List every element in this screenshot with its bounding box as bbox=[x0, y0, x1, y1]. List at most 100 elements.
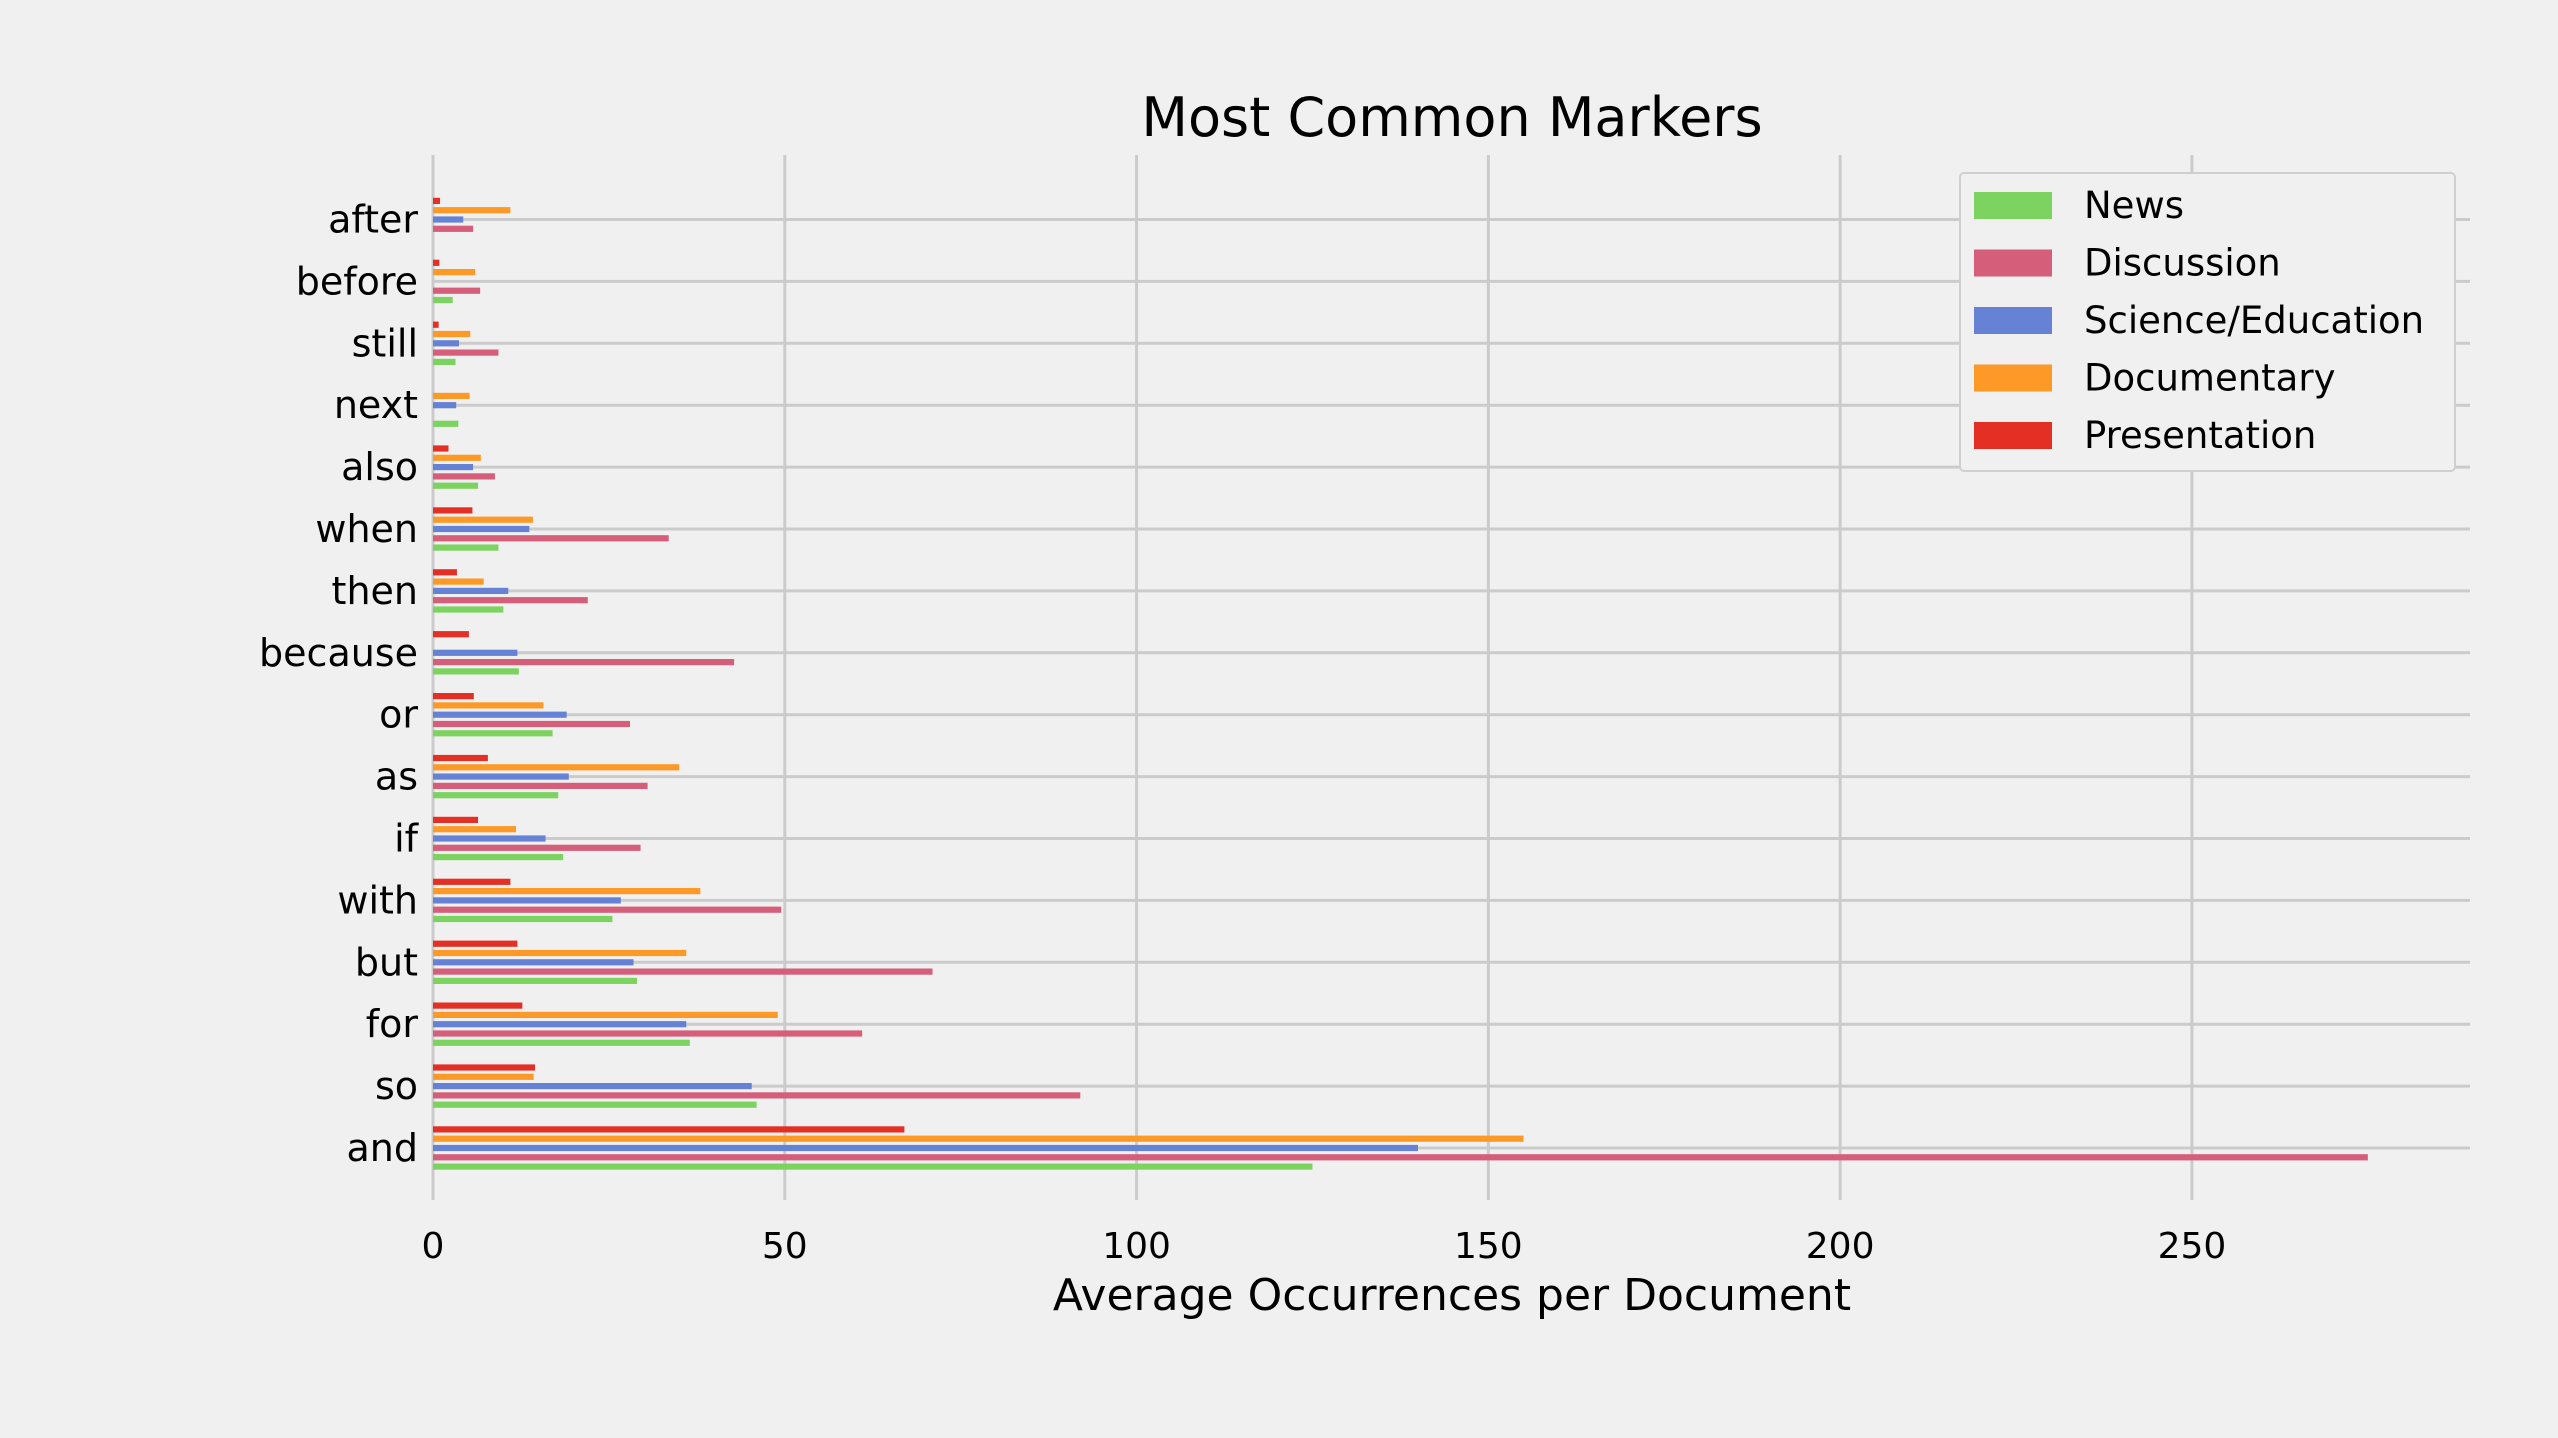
bar-news-if bbox=[433, 854, 564, 861]
x-tick-label: 50 bbox=[762, 1226, 808, 1267]
y-tick-label: because bbox=[259, 631, 418, 675]
bar-discussion-for bbox=[433, 1030, 863, 1037]
y-tick-label: but bbox=[355, 940, 418, 984]
bar-discussion-then bbox=[433, 597, 588, 604]
bar-news-when bbox=[433, 544, 499, 551]
bar-documentary-if bbox=[433, 826, 517, 833]
bar-presentation-so bbox=[433, 1064, 536, 1071]
y-tick-label: also bbox=[341, 445, 418, 489]
bar-documentary-after bbox=[433, 207, 511, 214]
bar-documentary-also bbox=[433, 454, 481, 461]
bar-science-education-but bbox=[433, 959, 634, 966]
bar-news-then bbox=[433, 606, 504, 613]
bar-presentation-if bbox=[433, 816, 479, 823]
legend-label: Documentary bbox=[2084, 357, 2335, 400]
bar-science-education-then bbox=[433, 587, 509, 594]
bar-science-education-if bbox=[433, 835, 546, 842]
y-tick-label: or bbox=[379, 693, 418, 737]
legend-label: Discussion bbox=[2084, 242, 2281, 285]
bar-news-and bbox=[433, 1163, 1313, 1170]
bar-documentary-so bbox=[433, 1073, 534, 1080]
bar-presentation-before bbox=[433, 259, 440, 266]
y-tick-label: and bbox=[347, 1126, 419, 1170]
bar-discussion-also bbox=[433, 473, 495, 480]
x-tick-label: 250 bbox=[2158, 1226, 2227, 1267]
bar-news-with bbox=[433, 915, 613, 923]
bar-science-education-when bbox=[433, 525, 530, 533]
bar-discussion-but bbox=[433, 968, 933, 975]
legend-box bbox=[1959, 172, 2456, 472]
legend-label: Science/Education bbox=[2084, 299, 2424, 342]
bar-presentation-after bbox=[433, 197, 441, 204]
bar-documentary-when bbox=[433, 516, 533, 523]
bar-documentary-or bbox=[433, 702, 544, 709]
bar-news-also bbox=[433, 482, 479, 489]
bar-news-still bbox=[433, 358, 456, 365]
x-axis-label: Average Occurrences per Document bbox=[1053, 1270, 1851, 1321]
legend-swatch bbox=[1974, 364, 2052, 392]
bar-science-education-for bbox=[433, 1021, 687, 1028]
bar-documentary-with bbox=[433, 888, 701, 895]
tick-labels: 0 50 100 150 200 250 and so for but with if as or beca… bbox=[259, 198, 2226, 1268]
bar-discussion-or bbox=[433, 720, 630, 728]
bar-discussion-because bbox=[433, 659, 735, 666]
bar-news-as bbox=[433, 792, 559, 799]
legend-swatch bbox=[1974, 422, 2052, 449]
bar-news-but bbox=[433, 977, 638, 984]
y-tick-label: then bbox=[332, 569, 418, 613]
y-tick-label: before bbox=[296, 259, 418, 303]
bar-presentation-because bbox=[433, 631, 469, 638]
legend-label: News bbox=[2084, 184, 2184, 227]
legend-label: Presentation bbox=[2084, 414, 2316, 457]
y-tick-label: as bbox=[375, 755, 418, 799]
bar-news-because bbox=[433, 668, 519, 675]
bar-news-or bbox=[433, 730, 553, 737]
bar-news-for bbox=[433, 1039, 690, 1046]
y-tick-label: after bbox=[328, 198, 418, 242]
bar-science-education-as bbox=[433, 773, 569, 780]
bar-presentation-for bbox=[433, 1002, 523, 1009]
y-tick-label: for bbox=[366, 1002, 419, 1046]
x-tick-label: 150 bbox=[1454, 1226, 1523, 1267]
y-tick-label: so bbox=[375, 1064, 418, 1108]
bar-science-education-still bbox=[433, 340, 460, 347]
bar-documentary-for bbox=[433, 1011, 778, 1018]
y-tick-label: with bbox=[337, 878, 418, 922]
bar-news-before bbox=[433, 296, 453, 304]
bar-science-education-with bbox=[433, 897, 621, 904]
bar-documentary-as bbox=[433, 764, 680, 771]
bar-presentation-also bbox=[433, 445, 449, 452]
bar-documentary-and bbox=[433, 1135, 1524, 1142]
bar-presentation-as bbox=[433, 754, 488, 762]
bar-documentary-still bbox=[433, 330, 471, 338]
bar-science-education-so bbox=[433, 1083, 752, 1090]
bar-discussion-before bbox=[433, 287, 481, 294]
bar-science-education-after bbox=[433, 216, 464, 223]
bar-science-education-or bbox=[433, 711, 567, 718]
bars bbox=[433, 197, 2368, 1170]
bar-discussion-with bbox=[433, 906, 782, 913]
bar-presentation-or bbox=[433, 693, 474, 700]
bar-presentation-and bbox=[433, 1126, 905, 1133]
legend-swatch bbox=[1974, 192, 2052, 219]
bar-documentary-next bbox=[433, 392, 470, 399]
x-tick-label: 0 bbox=[422, 1226, 445, 1267]
bar-discussion-if bbox=[433, 844, 641, 851]
bar-science-education-next bbox=[433, 402, 457, 409]
bar-presentation-when bbox=[433, 507, 473, 514]
legend: News Discussion Science/Education Documenta… bbox=[1959, 172, 2456, 472]
y-tick-label: if bbox=[394, 817, 420, 861]
bar-presentation-but bbox=[433, 940, 518, 947]
y-tick-label: next bbox=[334, 383, 418, 427]
bar-news-next bbox=[433, 420, 459, 427]
legend-swatch bbox=[1974, 249, 2052, 277]
x-tick-label: 100 bbox=[1102, 1226, 1171, 1267]
legend-swatch bbox=[1974, 307, 2052, 334]
bar-presentation-then bbox=[433, 569, 457, 576]
bar-presentation-with bbox=[433, 878, 511, 885]
y-tick-label: still bbox=[352, 321, 418, 365]
bar-science-education-because bbox=[433, 649, 518, 656]
bar-science-education-also bbox=[433, 464, 474, 471]
bar-discussion-so bbox=[433, 1092, 1081, 1099]
